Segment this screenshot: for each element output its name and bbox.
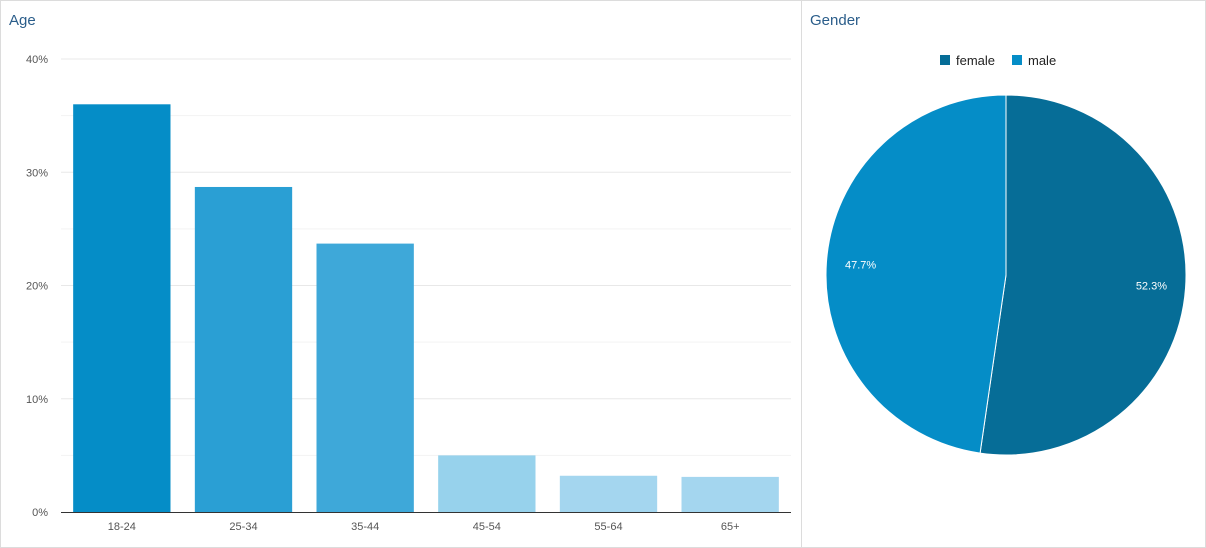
pie-value-label: 52.3% [1136,281,1167,293]
pie-slice-male[interactable] [825,94,1007,454]
y-tick-label: 10% [26,394,48,406]
bar-65+[interactable] [681,476,779,512]
pie-value-label: 47.7% [845,259,876,271]
legend-swatch-female [940,55,950,65]
y-tick-label: 20% [26,281,48,293]
bar-18-24[interactable] [73,104,171,513]
bar-25-34[interactable] [194,186,293,512]
x-tick-label: 35-44 [351,521,379,533]
y-tick-label: 0% [32,507,48,519]
y-tick-label: 40% [26,54,48,66]
x-tick-label: 55-64 [594,521,622,533]
bar-55-64[interactable] [559,475,658,512]
x-tick-label: 25-34 [229,521,257,533]
bar-45-54[interactable] [438,455,536,512]
x-tick-label: 45-54 [473,521,501,533]
gender-panel: Gender female male 52.3% 47.7% [801,0,1206,548]
x-tick-label: 18-24 [108,521,136,533]
y-tick-label: 30% [26,167,48,179]
age-bar-chart: 0% 10% 20% 30% 40% 18-24 25-34 35-44 45-54 55-64 6… [26,54,791,533]
legend-swatch-male [1012,55,1022,65]
gender-chart-title: Gender [810,12,861,29]
age-panel: Age 0% 10% 20% 30% 40% 18-24 25-34 35-44 45-54 55… [0,0,802,548]
legend-label-male: male [1028,53,1056,68]
x-tick-label: 65+ [721,521,740,533]
age-chart-title: Age [9,12,36,29]
bar-35-44[interactable] [316,243,414,512]
legend-label-female: female [956,53,995,68]
pie-slice-female[interactable] [979,94,1187,456]
gender-pie-chart: female male 52.3% 47.7% [825,53,1187,456]
